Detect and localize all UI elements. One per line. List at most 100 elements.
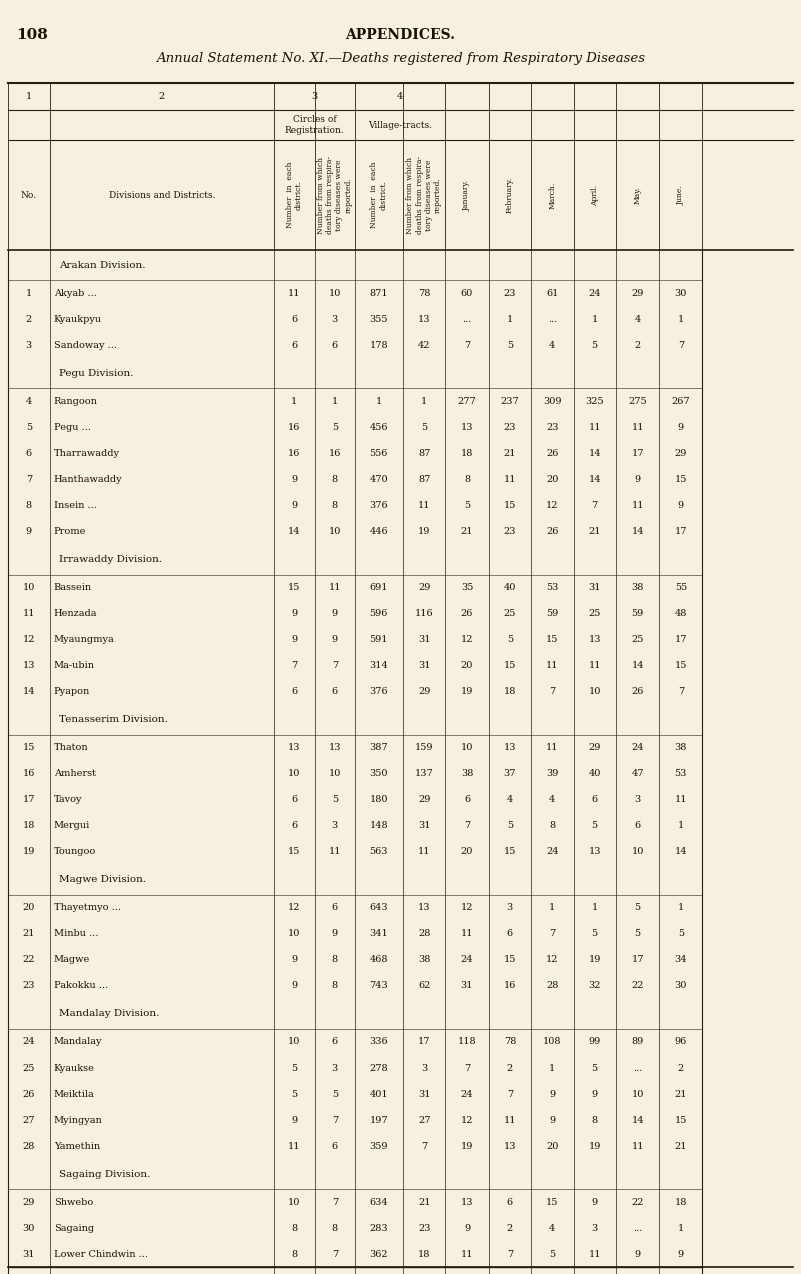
Text: 7: 7 xyxy=(292,661,297,670)
Text: 17: 17 xyxy=(674,636,687,645)
Text: 29: 29 xyxy=(589,743,601,752)
Text: 5: 5 xyxy=(421,423,427,432)
Text: 11: 11 xyxy=(418,501,430,510)
Text: 10: 10 xyxy=(288,930,300,939)
Text: 108: 108 xyxy=(16,28,48,42)
Text: 13: 13 xyxy=(504,743,516,752)
Text: 118: 118 xyxy=(457,1037,477,1046)
Text: 18: 18 xyxy=(674,1198,687,1206)
Text: 9: 9 xyxy=(464,1223,470,1233)
Text: 4: 4 xyxy=(549,795,555,804)
Text: 12: 12 xyxy=(461,1116,473,1125)
Text: 31: 31 xyxy=(418,661,430,670)
Text: 8: 8 xyxy=(332,981,338,990)
Text: 159: 159 xyxy=(415,743,433,752)
Text: 28: 28 xyxy=(418,930,430,939)
Text: February.: February. xyxy=(506,177,513,213)
Text: 11: 11 xyxy=(288,1142,300,1150)
Text: Pyapon: Pyapon xyxy=(54,687,90,696)
Text: 10: 10 xyxy=(288,769,300,778)
Text: 7: 7 xyxy=(421,1142,427,1150)
Text: 6: 6 xyxy=(507,930,513,939)
Text: 13: 13 xyxy=(22,661,35,670)
Text: Magwe: Magwe xyxy=(54,956,90,964)
Text: 62: 62 xyxy=(418,981,430,990)
Text: 12: 12 xyxy=(288,903,300,912)
Text: 10: 10 xyxy=(631,847,644,856)
Text: 19: 19 xyxy=(461,687,473,696)
Text: 1: 1 xyxy=(549,1064,555,1073)
Text: 6: 6 xyxy=(332,1142,338,1150)
Text: Circles of
Registration.: Circles of Registration. xyxy=(284,116,344,135)
Text: Yamethin: Yamethin xyxy=(54,1142,100,1150)
Text: Pakokku ...: Pakokku ... xyxy=(54,981,108,990)
Text: Ma-ubin: Ma-ubin xyxy=(54,661,95,670)
Text: 21: 21 xyxy=(461,527,473,536)
Text: 11: 11 xyxy=(631,501,644,510)
Text: 29: 29 xyxy=(674,448,687,459)
Text: 59: 59 xyxy=(631,609,644,618)
Text: 47: 47 xyxy=(631,769,644,778)
Text: 29: 29 xyxy=(631,289,644,298)
Text: 29: 29 xyxy=(418,795,430,804)
Text: 87: 87 xyxy=(418,475,430,484)
Text: Insein ...: Insein ... xyxy=(54,501,97,510)
Text: 11: 11 xyxy=(589,661,601,670)
Text: 9: 9 xyxy=(292,475,297,484)
Text: 7: 7 xyxy=(507,1250,513,1259)
Text: Number  in  each
district.: Number in each district. xyxy=(370,162,388,228)
Text: 5: 5 xyxy=(678,930,684,939)
Text: 17: 17 xyxy=(631,448,644,459)
Text: 11: 11 xyxy=(418,847,430,856)
Text: Tenasserim Division.: Tenasserim Division. xyxy=(59,715,168,724)
Text: 283: 283 xyxy=(369,1223,388,1233)
Text: Henzada: Henzada xyxy=(54,609,97,618)
Text: 9: 9 xyxy=(592,1089,598,1098)
Text: 23: 23 xyxy=(504,527,516,536)
Text: 23: 23 xyxy=(504,289,516,298)
Text: 15: 15 xyxy=(504,956,516,964)
Text: 3: 3 xyxy=(507,903,513,912)
Text: 8: 8 xyxy=(26,501,32,510)
Text: 10: 10 xyxy=(328,289,341,298)
Text: 24: 24 xyxy=(461,956,473,964)
Text: 9: 9 xyxy=(332,609,338,618)
Text: 5: 5 xyxy=(507,636,513,645)
Text: 1: 1 xyxy=(26,93,32,102)
Text: 3: 3 xyxy=(332,315,338,324)
Text: 7: 7 xyxy=(592,501,598,510)
Text: 5: 5 xyxy=(592,930,598,939)
Text: 8: 8 xyxy=(292,1250,297,1259)
Text: Bassein: Bassein xyxy=(54,583,92,592)
Text: 13: 13 xyxy=(504,1142,516,1150)
Text: 9: 9 xyxy=(678,423,684,432)
Text: APPENDICES.: APPENDICES. xyxy=(345,28,456,42)
Text: 60: 60 xyxy=(461,289,473,298)
Text: 10: 10 xyxy=(589,687,601,696)
Text: 1: 1 xyxy=(507,315,513,324)
Text: 15: 15 xyxy=(546,636,558,645)
Text: 3: 3 xyxy=(421,1064,427,1073)
Text: 9: 9 xyxy=(292,609,297,618)
Text: 1: 1 xyxy=(421,397,427,406)
Text: 9: 9 xyxy=(292,501,297,510)
Text: 29: 29 xyxy=(418,687,430,696)
Text: 11: 11 xyxy=(546,743,558,752)
Text: 12: 12 xyxy=(546,956,558,964)
Text: 13: 13 xyxy=(328,743,341,752)
Text: Myingyan: Myingyan xyxy=(54,1116,103,1125)
Text: 20: 20 xyxy=(546,1142,558,1150)
Text: 1: 1 xyxy=(678,822,684,831)
Text: 87: 87 xyxy=(418,448,430,459)
Text: 350: 350 xyxy=(369,769,388,778)
Text: 470: 470 xyxy=(369,475,388,484)
Text: 13: 13 xyxy=(589,847,601,856)
Text: 18: 18 xyxy=(504,687,516,696)
Text: 2: 2 xyxy=(507,1223,513,1233)
Text: 25: 25 xyxy=(631,636,644,645)
Text: 325: 325 xyxy=(586,397,604,406)
Text: Annual Statement No. XI.—Deaths registered from Respiratory Diseases: Annual Statement No. XI.—Deaths register… xyxy=(156,51,645,65)
Text: 38: 38 xyxy=(674,743,687,752)
Text: Kyaukpyu: Kyaukpyu xyxy=(54,315,102,324)
Text: 4: 4 xyxy=(507,795,513,804)
